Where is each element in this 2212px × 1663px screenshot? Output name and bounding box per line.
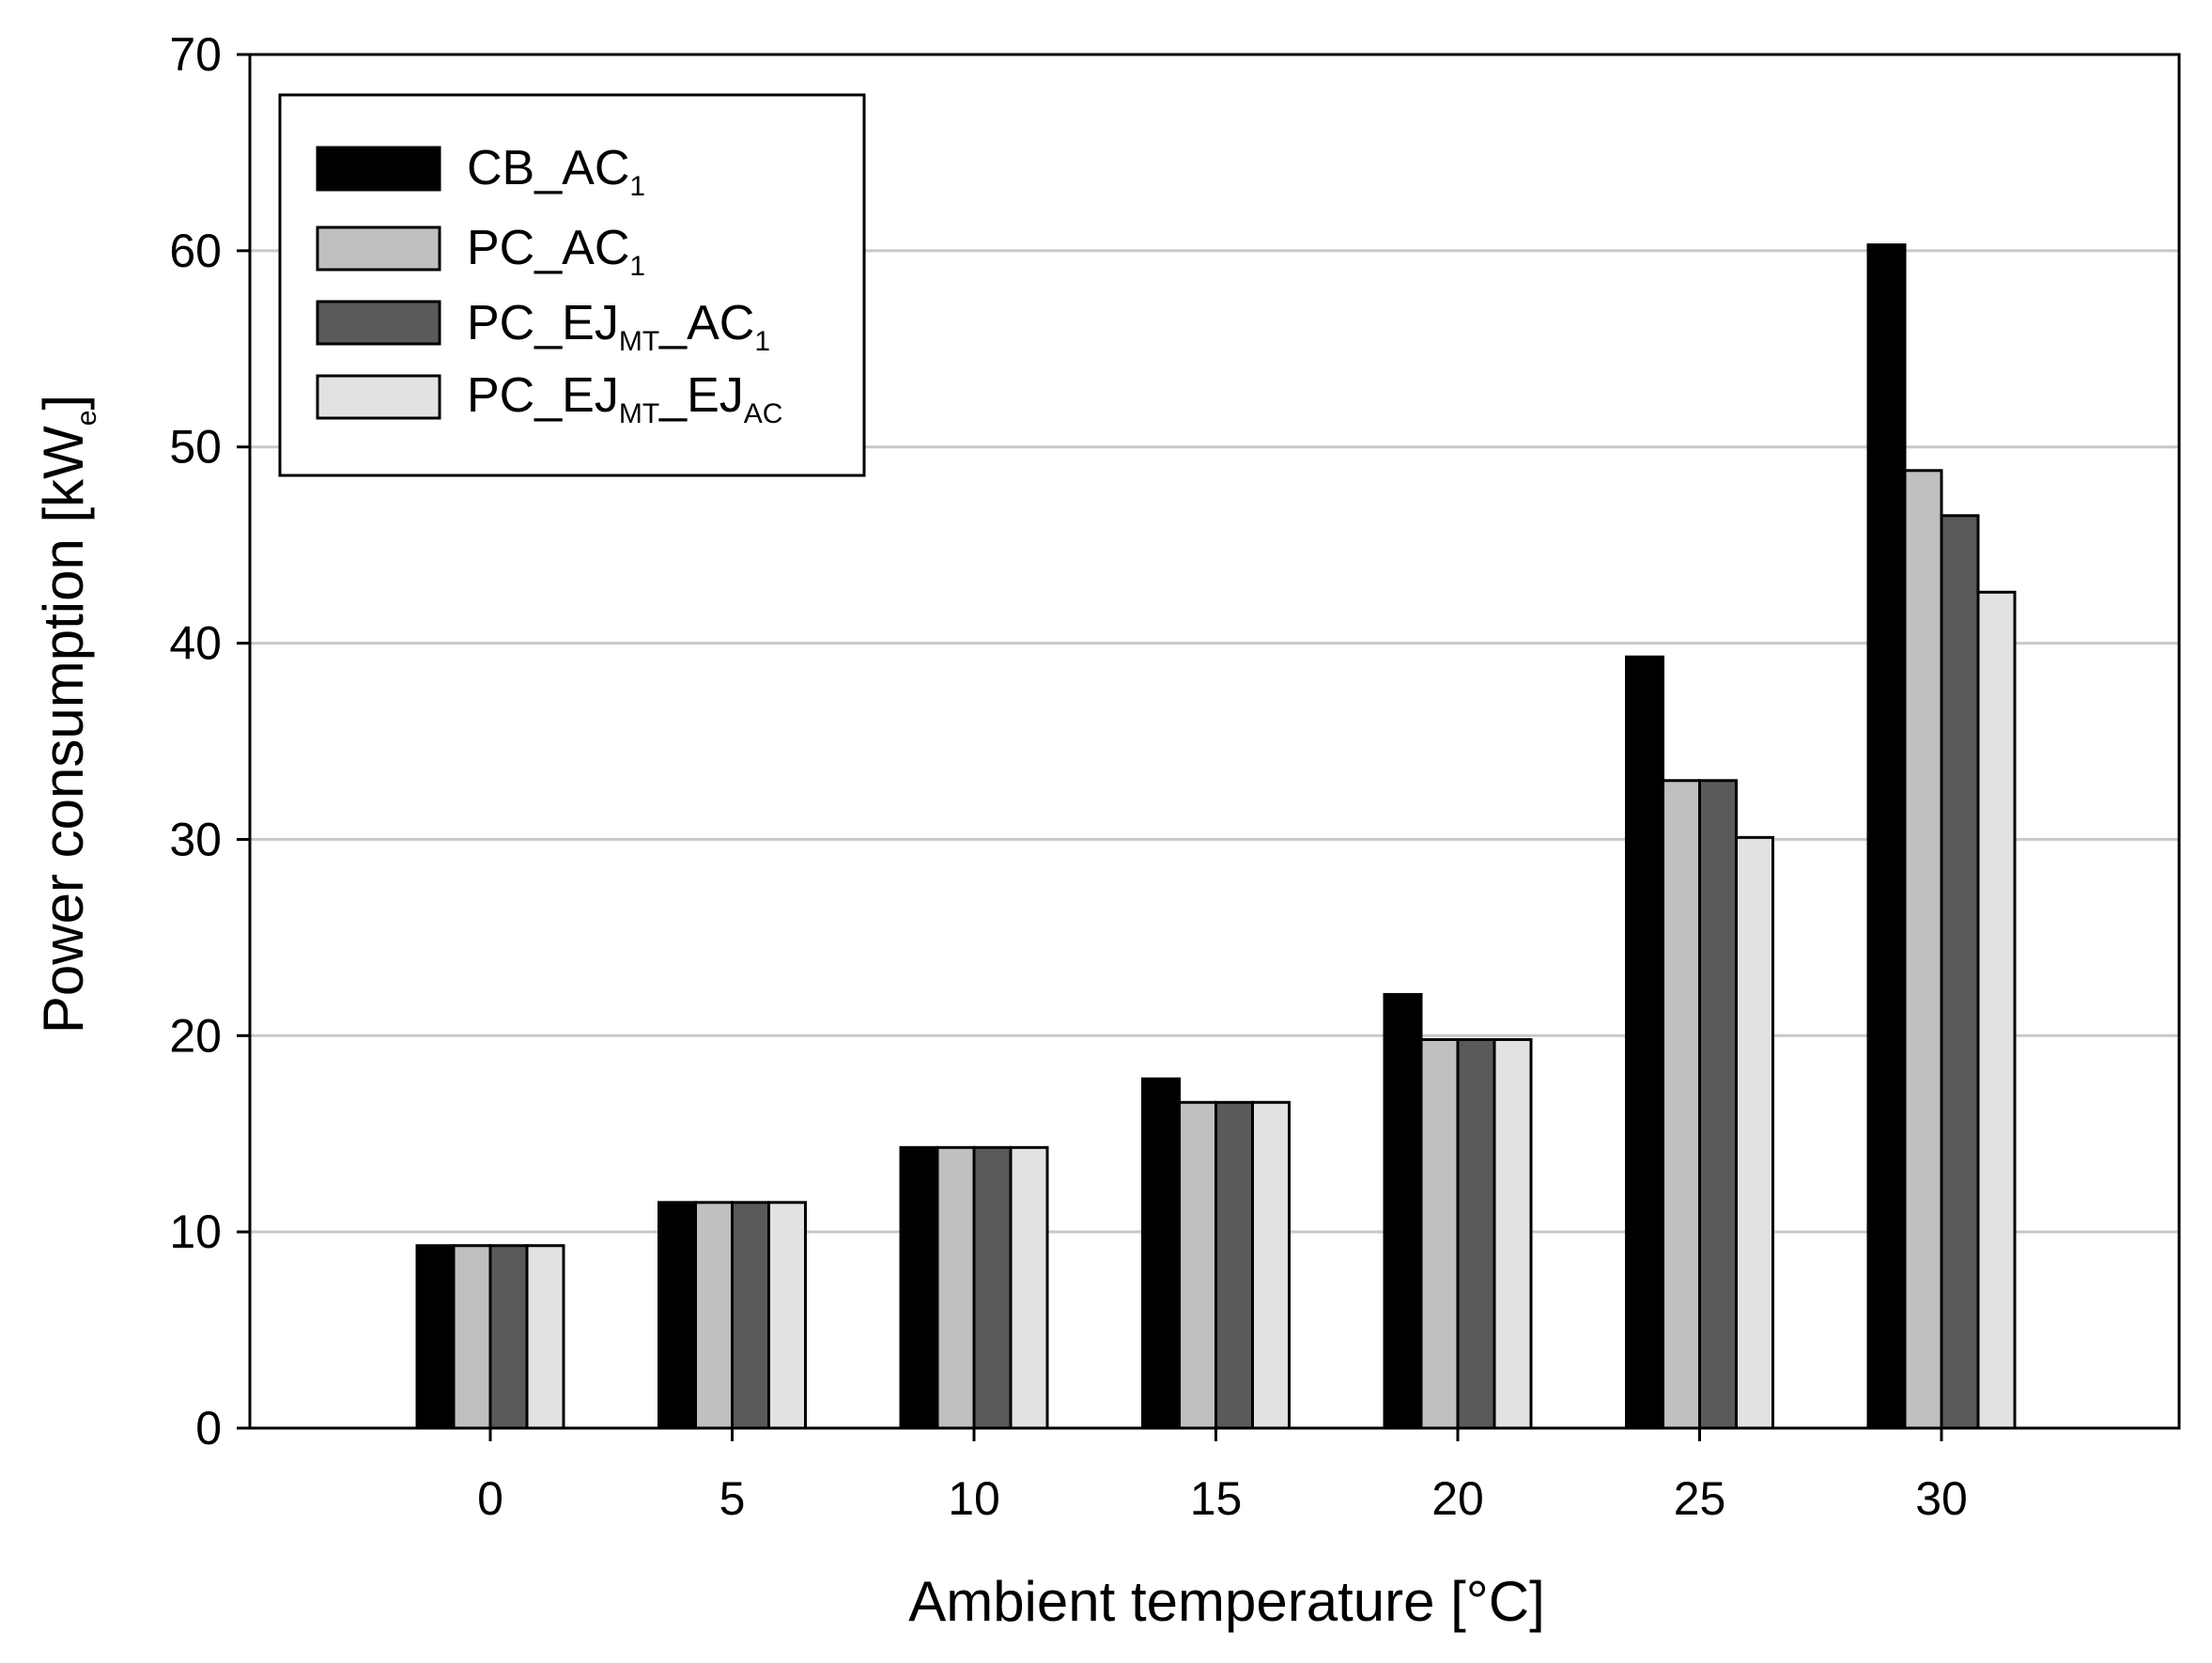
legend-swatch-pc-ac1 — [316, 225, 441, 272]
bar-cb-ac1-10 — [899, 1145, 939, 1430]
legend: CB_AC1 PC_AC1 PC_EJMT_AC1 PC_EJMT_EJAC — [278, 93, 866, 477]
x-tick-label-25: 25 — [1674, 1472, 1726, 1525]
legend-label-pc-ac1: PC_AC1 — [467, 221, 645, 282]
bar-pc-ac1-20 — [1419, 1037, 1460, 1430]
bar-pc-ejmt-ejac-20 — [1493, 1037, 1533, 1430]
gridlines — [250, 249, 2179, 1234]
bar-pc-ac1-10 — [936, 1145, 976, 1430]
bars — [415, 243, 2017, 1430]
y-axis-title-subscript: e — [71, 411, 102, 427]
x-tick-label-20: 20 — [1431, 1472, 1484, 1525]
bar-pc-ac1-30 — [1903, 469, 1943, 1430]
bar-cb-ac1-25 — [1625, 655, 1664, 1430]
bar-cb-ac1-15 — [1141, 1077, 1181, 1430]
bar-pc-ac1-15 — [1178, 1100, 1217, 1430]
y-tick-label-40: 40 — [169, 617, 222, 670]
bar-pc-ejmt-ac1-0 — [488, 1244, 529, 1430]
y-tick-label-60: 60 — [169, 225, 222, 277]
x-tick-label-5: 5 — [719, 1472, 746, 1525]
bar-cb-ac1-0 — [415, 1244, 456, 1430]
y-tick-label-10: 10 — [169, 1205, 222, 1258]
bar-pc-ejmt-ac1-15 — [1214, 1100, 1254, 1430]
y-axis-ticks: 0 10 20 30 40 50 60 70 — [169, 28, 250, 1454]
bar-pc-ejmt-ac1-30 — [1940, 514, 1980, 1430]
bar-cb-ac1-30 — [1866, 243, 1907, 1430]
legend-swatch-pc-ejmt-ejac — [316, 374, 441, 420]
y-axis-title: Power consumption [kWe] — [32, 395, 102, 1034]
bar-cb-ac1-20 — [1383, 992, 1423, 1430]
x-tick-label-30: 30 — [1915, 1472, 1968, 1525]
y-tick-label-0: 0 — [195, 1402, 222, 1454]
bar-pc-ac1-0 — [452, 1244, 492, 1430]
bar-pc-ac1-5 — [694, 1201, 734, 1430]
bar-pc-ejmt-ac1-5 — [731, 1201, 770, 1430]
x-tick-label-10: 10 — [948, 1472, 1000, 1525]
x-axis-title: Ambient temperature [°C] — [908, 1570, 1545, 1633]
y-tick-label-70: 70 — [169, 28, 222, 81]
bar-pc-ejmt-ejac-15 — [1251, 1100, 1291, 1430]
legend-label-cb-ac1: CB_AC1 — [467, 141, 645, 202]
bar-pc-ejmt-ac1-25 — [1698, 779, 1738, 1430]
y-tick-label-30: 30 — [169, 813, 222, 865]
y-tick-label-20: 20 — [169, 1009, 222, 1062]
bar-pc-ejmt-ejac-5 — [767, 1201, 807, 1430]
legend-label-pc-ejmt-ac1: PC_EJMT_AC1 — [467, 296, 770, 357]
y-axis-title-text: Power consumption [kW — [32, 426, 95, 1034]
bar-pc-ejmt-ac1-20 — [1456, 1037, 1496, 1430]
legend-swatch-pc-ejmt-ac1 — [316, 300, 441, 346]
bar-pc-ejmt-ejac-25 — [1735, 835, 1774, 1430]
legend-label-pc-ejmt-ejac: PC_EJMT_EJAC — [467, 368, 782, 429]
bar-pc-ejmt-ejac-0 — [525, 1244, 565, 1430]
bar-pc-ejmt-ejac-30 — [1976, 590, 2017, 1430]
x-tick-label-15: 15 — [1190, 1472, 1243, 1525]
bar-pc-ejmt-ac1-10 — [972, 1145, 1013, 1430]
bar-pc-ac1-25 — [1662, 779, 1701, 1430]
bar-pc-ejmt-ejac-10 — [1009, 1145, 1049, 1430]
x-tick-label-0: 0 — [477, 1472, 503, 1525]
x-axis-ticks: 0 5 10 15 20 25 30 — [477, 1428, 1968, 1525]
y-axis-title-suffix: ] — [32, 395, 95, 411]
bar-cb-ac1-5 — [657, 1201, 697, 1430]
y-tick-label-50: 50 — [169, 421, 222, 474]
legend-swatch-cb-ac1 — [316, 146, 441, 192]
